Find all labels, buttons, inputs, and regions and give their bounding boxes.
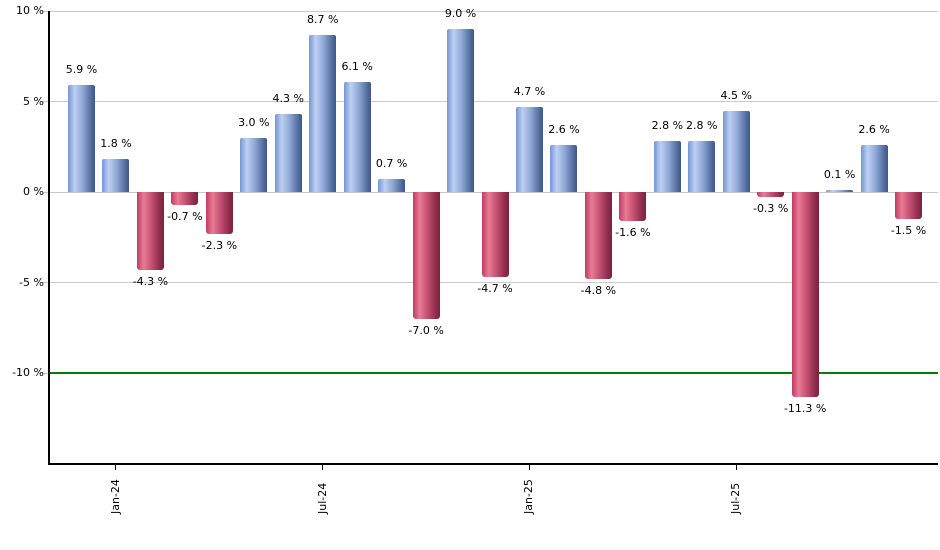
x-tick-label: Jan-25 — [522, 479, 536, 514]
y-tick-label: 5 % — [23, 94, 44, 108]
gridline--5pct — [48, 282, 938, 283]
y-axis-line — [48, 11, 50, 465]
bar-Jul-24 — [309, 34, 337, 192]
bar-Aug-24 — [343, 81, 371, 192]
y-tick-label: 0 % — [23, 185, 44, 198]
bar-Aug-25 — [757, 192, 785, 198]
bar-value-label-Sep-24: 0.7 % — [375, 157, 408, 171]
bar-value-label-Sep-25: -11.3 % — [783, 401, 827, 415]
bar-value-label-Mar-25: -4.8 % — [580, 283, 617, 297]
bar-Jun-25 — [688, 141, 716, 192]
bar-value-label-Dec-25: -1.5 % — [890, 224, 927, 238]
y-axis-tick — [43, 191, 48, 193]
bar-Sep-25 — [791, 192, 819, 397]
y-axis-tick — [43, 282, 48, 283]
bar-value-label-Aug-25: -0.3 % — [752, 202, 789, 216]
x-axis-tick — [115, 463, 117, 470]
bar-value-label-May-25: 2.8 % — [651, 119, 684, 133]
bar-value-label-Jan-24: 1.8 % — [100, 137, 132, 151]
bar-value-label-Jul-25: 4.5 % — [720, 88, 752, 102]
bar-value-label-Jun-24: 4.3 % — [272, 92, 304, 106]
bar-value-label-Oct-24: -7.0 % — [408, 323, 444, 337]
bar-value-label-Mar-24: -0.7 % — [167, 209, 203, 223]
bar-Mar-24 — [171, 192, 199, 205]
y-axis-tick — [43, 10, 48, 12]
bar-Jun-24 — [274, 114, 302, 192]
x-tick-label: Jan-24 — [108, 479, 122, 514]
bar-value-label-Nov-25: 2.6 % — [858, 122, 890, 136]
x-tick-label: Jul-24 — [315, 482, 329, 514]
bar-value-label-Dec-23: 5.9 % — [65, 63, 98, 77]
bar-Mar-25 — [584, 192, 612, 279]
x-tick-label: Jul-25 — [729, 482, 743, 514]
y-tick-label: -5 % — [19, 275, 44, 289]
reference-line-minus-10pct — [48, 372, 938, 374]
bar-Apr-25 — [619, 192, 647, 221]
bar-value-label-Apr-24: -2.3 % — [201, 238, 238, 252]
y-tick-label: -10 % — [12, 366, 44, 379]
bar-value-label-May-24: 3.0 % — [238, 115, 270, 129]
x-axis-tick — [528, 463, 530, 470]
bar-Sep-24 — [378, 179, 406, 192]
bar-value-label-Feb-25: 2.6 % — [548, 122, 580, 136]
bar-value-label-Jan-25: 4.7 % — [513, 84, 546, 98]
x-axis-tick — [322, 463, 324, 470]
bar-Oct-25 — [826, 190, 854, 192]
bar-Jan-25 — [515, 106, 543, 192]
bar-Feb-24 — [136, 192, 164, 270]
bar-value-label-Jun-25: 2.8 % — [686, 119, 718, 133]
bar-Jan-24 — [102, 159, 130, 192]
y-axis-tick — [43, 101, 48, 102]
bar-value-label-Feb-24: -4.3 % — [132, 274, 169, 288]
bar-Jul-25 — [722, 110, 750, 192]
bar-value-label-Nov-24: 9.0 % — [444, 7, 477, 21]
bar-Oct-24 — [412, 192, 440, 319]
gridline-10pct — [48, 10, 938, 12]
bar-value-label-Aug-24: 6.1 % — [341, 59, 373, 73]
bar-value-label-Jul-24: 8.7 % — [306, 12, 339, 26]
y-tick-label: 10 % — [16, 4, 44, 17]
gridline-5pct — [48, 101, 938, 102]
bar-May-24 — [240, 137, 268, 192]
bar-Nov-24 — [447, 29, 475, 192]
bar-value-label-Dec-24: -4.7 % — [477, 282, 513, 296]
bar-Nov-25 — [860, 144, 888, 192]
bar-Dec-23 — [68, 85, 95, 192]
bar-Apr-24 — [205, 192, 233, 234]
x-axis-line — [48, 463, 938, 465]
x-axis-tick — [735, 463, 737, 470]
bar-value-label-Oct-25: 0.1 % — [823, 168, 856, 182]
bar-value-label-Apr-25: -1.6 % — [615, 225, 651, 239]
y-axis-tick — [43, 372, 48, 374]
bar-Feb-25 — [550, 144, 578, 192]
bar-Dec-25 — [895, 192, 923, 220]
bar-Dec-24 — [481, 192, 509, 278]
bar-May-25 — [653, 141, 681, 192]
